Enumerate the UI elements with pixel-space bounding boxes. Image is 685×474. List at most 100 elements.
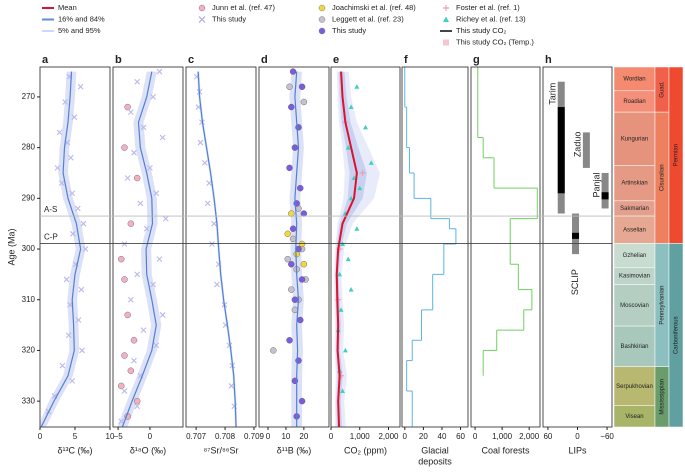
data-point <box>124 175 131 181</box>
data-point <box>368 160 374 165</box>
stage-label: Artinskian <box>621 181 647 187</box>
y-tick-label: 270 <box>22 92 36 101</box>
data-point <box>359 169 366 176</box>
legend-swatch <box>318 16 326 23</box>
data-point <box>133 397 141 405</box>
data-point <box>134 271 141 278</box>
lip-label: Zaduo <box>573 132 583 158</box>
data-point <box>284 255 291 263</box>
data-point <box>63 276 70 283</box>
data-point <box>288 261 295 268</box>
x-tick-label: 0.707 <box>186 432 207 441</box>
legend-swatch <box>318 27 326 35</box>
panel-label: g <box>473 54 480 66</box>
panel-label: c <box>188 54 194 66</box>
panel-frame <box>112 66 184 428</box>
data-point <box>153 190 160 197</box>
lip-label: SCLIP <box>570 269 580 295</box>
legend-item: 5% and 95% <box>42 26 101 35</box>
data-point <box>67 154 74 161</box>
period-label: Permian <box>674 144 680 166</box>
data-point <box>131 357 137 364</box>
stage-label: Roadian <box>623 99 645 105</box>
data-point <box>54 165 61 171</box>
data-point <box>345 145 351 150</box>
stage-box <box>613 366 656 406</box>
data-point <box>58 180 65 187</box>
lip-core <box>601 192 609 200</box>
stage-label: Visean <box>625 414 643 420</box>
x-tick-label: 60 <box>543 432 552 441</box>
legend-label: 5% and 95% <box>58 26 101 35</box>
data-point <box>121 241 128 247</box>
data-point <box>127 367 135 374</box>
data-point <box>118 418 125 425</box>
legend-label: This study <box>332 26 366 35</box>
panel-plot <box>557 81 609 255</box>
data-point <box>206 180 213 187</box>
stage-label: Moscovian <box>620 303 649 309</box>
x-axis-label: LIPs <box>568 445 587 455</box>
panel-label: e <box>333 54 339 66</box>
stage-label: Sakmarian <box>620 206 649 212</box>
panel-plot <box>334 71 380 427</box>
stage-box <box>613 243 656 269</box>
data-point <box>130 337 138 344</box>
boundary-label: C-P <box>44 233 58 242</box>
y-tick-label: 320 <box>22 346 36 355</box>
data-point <box>209 241 215 247</box>
data-point <box>288 286 295 293</box>
data-point <box>140 124 147 131</box>
lip-label: Panjal <box>591 172 601 197</box>
data-point <box>127 296 134 303</box>
panel-frame <box>401 66 469 428</box>
data-point <box>357 185 363 191</box>
panel-label: d <box>261 54 268 66</box>
legend-swatch <box>443 39 449 46</box>
data-point <box>289 225 297 232</box>
mean-line <box>197 71 237 427</box>
data-point <box>162 215 169 222</box>
data-point <box>70 230 76 237</box>
x-tick-label: 2,000 <box>519 432 540 441</box>
data-point <box>69 190 76 197</box>
lip-range <box>601 172 609 209</box>
stage-label: Gzhelian <box>623 253 647 259</box>
data-point <box>288 210 295 217</box>
period-label: Carboniferous <box>674 316 680 354</box>
data-point <box>159 312 166 318</box>
data-point <box>286 337 293 344</box>
epoch-label: Guad. <box>660 81 666 98</box>
x-tick-label: 0 <box>38 432 43 441</box>
y-axis-label: Age (Ma) <box>6 228 16 265</box>
data-point <box>197 139 204 146</box>
x-tick-label: 0.709 <box>244 432 265 441</box>
data-point <box>340 388 345 393</box>
data-point <box>295 357 302 364</box>
data-point <box>291 144 299 151</box>
data-point <box>288 103 295 111</box>
data-point <box>118 382 125 390</box>
data-point <box>150 281 156 288</box>
data-point <box>204 200 211 207</box>
data-point <box>59 362 66 369</box>
x-tick-label: 40 <box>438 432 447 441</box>
data-point <box>156 68 163 75</box>
data-point <box>124 311 131 319</box>
legend-item: 16% and 84% <box>42 14 105 23</box>
data-point <box>297 316 304 324</box>
x-tick-label: 0 <box>473 432 478 441</box>
legend-swatch <box>443 16 449 22</box>
data-point <box>74 205 81 212</box>
panel-frame <box>542 66 613 428</box>
legend-item: Leggett et al. (ref. 23) <box>318 14 404 23</box>
y-tick-label: 290 <box>22 193 36 202</box>
legend-swatch <box>443 5 449 11</box>
data-point <box>345 256 351 262</box>
data-point <box>354 84 360 89</box>
x-axis-label: δ¹³C (‰) <box>58 445 93 455</box>
y-tick-label: 330 <box>22 396 36 405</box>
x-axis-label: deposits <box>418 456 452 466</box>
panel-label: a <box>42 54 49 66</box>
